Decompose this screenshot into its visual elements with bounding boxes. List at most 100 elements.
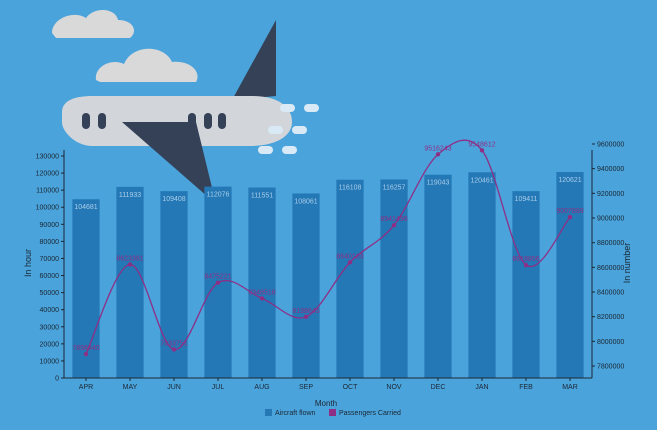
y-tick-label-left: 90000 [40,222,60,229]
x-tick-label: APR [79,384,93,391]
bar-data-label: 116257 [383,184,406,191]
line-data-label: 8618856 [512,256,539,263]
legend-swatch-passengers [329,409,336,416]
line-data-label: 8475221 [204,274,231,281]
line-point [303,314,309,320]
y-axis-title-left: In hour [23,249,33,277]
x-tick-label: FEB [519,384,533,391]
y-tick-label-left: 70000 [40,256,60,263]
bar-data-labels: 104681 111933 109408 112076 111551 108061 1161… [74,177,581,211]
legend: Aircraft flown Passengers Carried [265,409,401,417]
series-line-passengers [85,139,571,355]
cloud-icon [52,9,134,38]
line-data-label: 9516243 [424,145,451,152]
x-tick-label: JUN [167,384,181,391]
line-data-label: 8941496 [380,216,407,223]
bar [248,187,276,378]
y-tick-label-left: 10000 [40,358,60,365]
y-tick-label-right: 8800000 [597,240,624,247]
legend-label-aircraft: Aircraft flown [275,410,316,417]
line-data-label: 9548612 [468,141,495,148]
y-tick-label-right: 9400000 [597,166,624,173]
line-data-label: 8198645 [292,308,319,315]
bar [292,193,320,378]
line-series [83,139,573,357]
y-tick-label-left: 80000 [40,239,60,246]
bar-data-label: 120461 [470,177,493,184]
y-tick-label-right: 9200000 [597,191,624,198]
y-tick-label-left: 40000 [40,307,60,314]
line-point [523,262,529,268]
bar [336,179,364,378]
bar-data-label: 119043 [427,180,450,187]
cloud-icon [95,48,198,82]
bar [380,179,408,378]
line-point [567,214,573,220]
x-tick-label: SEP [299,384,313,391]
bar-data-label: 108061 [294,198,317,205]
line-point [391,223,397,228]
line-point [171,347,177,352]
y-tick-label-right: 8400000 [597,290,624,297]
line-point [127,262,133,267]
bar [72,199,100,378]
bar-data-label: 111551 [251,193,273,200]
bar [556,172,584,378]
bar [512,191,540,378]
y-tick-label-right: 8200000 [597,314,624,321]
line-data-label: 7933751 [160,341,187,348]
line-data-labels: 7896940 8623381 7933751 8475221 8348518 81986… [72,141,583,352]
legend-label-passengers: Passengers Carried [339,410,401,417]
line-point [83,351,89,357]
bar-data-label: 111933 [119,192,141,199]
x-tick-label: DEC [431,384,446,391]
y-tick-label-left: 100000 [36,205,59,212]
bar-data-label: 109408 [162,196,185,203]
bar-data-label: 116108 [339,185,362,192]
bar [160,191,188,378]
line-data-label: 8640183 [336,253,363,260]
bar-data-label: 120621 [558,177,581,184]
line-point [215,280,221,285]
y-tick-label-left: 0 [55,376,59,383]
speed-lines-icon [258,104,319,154]
x-tick-label: OCT [343,384,359,391]
y-tick-label-left: 130000 [36,154,59,161]
legend-swatch-aircraft [265,409,272,416]
line-point [435,152,441,157]
y-tick-label-left: 20000 [40,341,60,348]
x-tick-label: MAR [562,384,578,391]
y-tick-label-right: 9600000 [597,142,624,149]
y-tick-label-right: 8000000 [597,339,624,346]
bar [424,174,452,378]
x-tick-label: AUG [254,384,269,391]
line-data-label: 8623381 [116,255,143,262]
axes: 0 10000 20000 30000 40000 50000 60000 70000 8000… [36,142,625,392]
x-tick-label: JUL [212,384,225,391]
bar [468,172,496,378]
bar-series [72,172,584,378]
line-data-label: 9007889 [556,208,583,215]
y-tick-label-left: 60000 [40,273,60,280]
bar [116,186,144,378]
line-point [347,260,353,265]
bar-data-label: 109411 [515,196,538,203]
y-tick-label-right: 9000000 [597,216,624,223]
y-tick-label-left: 110000 [36,188,59,195]
bar-data-label: 104681 [74,204,97,211]
y-axis-title-right: In number [622,243,632,284]
x-tick-label: MAY [123,384,138,391]
line-data-label: 8348518 [248,289,275,296]
y-tick-label-right: 7800000 [597,364,624,371]
line-point [259,296,265,301]
y-tick-label-left: 50000 [40,290,60,297]
airplane-icon [62,20,292,204]
y-tick-label-left: 30000 [40,324,60,331]
x-axis-title: Month [315,399,337,408]
bar-data-label: 112076 [207,192,230,199]
line-point [479,148,485,153]
x-tick-label: NOV [386,384,402,391]
y-tick-label-left: 120000 [36,171,59,178]
